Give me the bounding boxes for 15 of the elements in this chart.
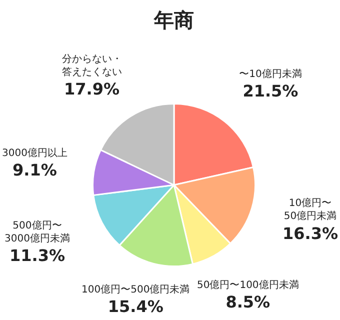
slice-label: 500億円〜3000億円未満: [4, 219, 70, 244]
slice-label: 100億円〜500億円未満: [82, 284, 190, 296]
data-label: 17.9%: [64, 80, 120, 98]
data-label: 11.3%: [9, 246, 65, 265]
data-label: 8.5%: [226, 292, 270, 312]
slice-label: 3000億円以上: [2, 146, 68, 159]
slice-label: 〜10億円未満: [239, 68, 302, 80]
data-label: 15.4%: [108, 297, 164, 316]
data-label: 16.3%: [282, 224, 338, 243]
slice-label: 10億円〜50億円未満: [284, 197, 337, 222]
slice-label: 分からない・答えたくない: [62, 52, 122, 78]
slice-label: 50億円〜100億円未満: [196, 278, 299, 291]
chart-title: 年商: [153, 8, 194, 32]
data-label: 9.1%: [12, 160, 57, 180]
data-label: 21.5%: [242, 81, 298, 100]
